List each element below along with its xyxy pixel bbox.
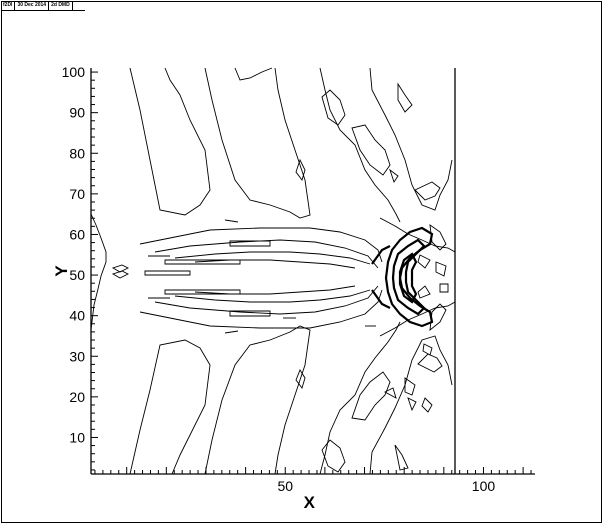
contour-line <box>229 240 271 247</box>
y-axis-label: Y <box>52 265 71 277</box>
contour-line <box>139 289 383 329</box>
contour-line <box>394 444 409 471</box>
contour-line <box>229 310 271 317</box>
contour-line <box>164 289 241 295</box>
y-tick-label: 40 <box>69 308 85 324</box>
contour-line <box>111 264 130 273</box>
contour-line <box>351 371 391 421</box>
contour-line <box>397 82 413 113</box>
contour-line <box>439 283 449 293</box>
contour-line <box>174 289 371 303</box>
header-bar: f2Dl 30 Dec 2014 2d DMD <box>1 1 73 10</box>
contour-line <box>174 251 371 265</box>
contour-line <box>321 89 346 126</box>
contour-line-bold <box>398 252 418 304</box>
contour-line <box>154 239 379 269</box>
contour-line <box>90 213 107 331</box>
x-axis-label: X <box>304 493 316 512</box>
y-tick-label: 10 <box>69 429 85 445</box>
y-tick-label: 80 <box>69 145 85 161</box>
header-item: f2Dl <box>1 1 16 10</box>
contour-line <box>417 285 431 299</box>
contour-line <box>417 353 443 373</box>
contour-line <box>139 227 383 263</box>
contour-line <box>295 369 306 389</box>
contour-line <box>204 325 311 475</box>
contour-line <box>379 301 456 337</box>
contour-lines <box>90 67 456 475</box>
contour-line <box>234 67 273 81</box>
contour-line <box>111 270 130 279</box>
contour-line <box>129 339 211 475</box>
contour-line <box>404 377 416 396</box>
contour-line <box>321 439 346 473</box>
contour-line <box>351 124 391 176</box>
header-item: 2d DMD <box>49 1 73 10</box>
y-tick-label: 50 <box>69 267 85 283</box>
contour-line <box>369 335 453 475</box>
contour-line <box>224 330 239 334</box>
x-tick-label: 100 <box>472 478 496 494</box>
contour-line <box>435 261 447 277</box>
header-item: 30 Dec 2014 <box>15 1 50 10</box>
y-tick-label: 70 <box>69 186 85 202</box>
contour-line <box>421 397 433 413</box>
contour-line <box>295 158 306 181</box>
axis-ticks: 50 100 10 20 30 40 50 60 70 80 90 100 <box>62 64 532 494</box>
contour-line <box>417 254 431 269</box>
contour-line <box>144 270 191 276</box>
y-tick-label: 90 <box>69 105 85 121</box>
contour-line <box>422 343 433 356</box>
contour-line <box>379 217 456 253</box>
y-tick-label: 60 <box>69 226 85 242</box>
y-tick-label: 30 <box>69 348 85 364</box>
header-rule <box>1 10 85 11</box>
axes <box>90 68 535 475</box>
contour-line <box>224 219 239 223</box>
contour-line-bold <box>384 226 434 328</box>
contour-line-bold <box>371 289 391 309</box>
contour-line-bold <box>391 238 426 316</box>
contour-line <box>164 259 241 265</box>
contour-line <box>389 168 399 184</box>
contour-line <box>407 397 417 412</box>
x-tick-label: 50 <box>277 478 293 494</box>
contour-line <box>369 67 453 211</box>
contour-line <box>154 285 379 315</box>
y-tick-label: 20 <box>69 389 85 405</box>
contour-line <box>129 67 211 216</box>
contour-line <box>319 67 401 223</box>
contour-line <box>319 321 401 475</box>
contour-line <box>414 181 441 201</box>
y-tick-label: 100 <box>62 64 86 80</box>
contour-line <box>204 67 311 219</box>
contour-line-bold <box>371 245 391 265</box>
contour-line <box>384 387 397 399</box>
